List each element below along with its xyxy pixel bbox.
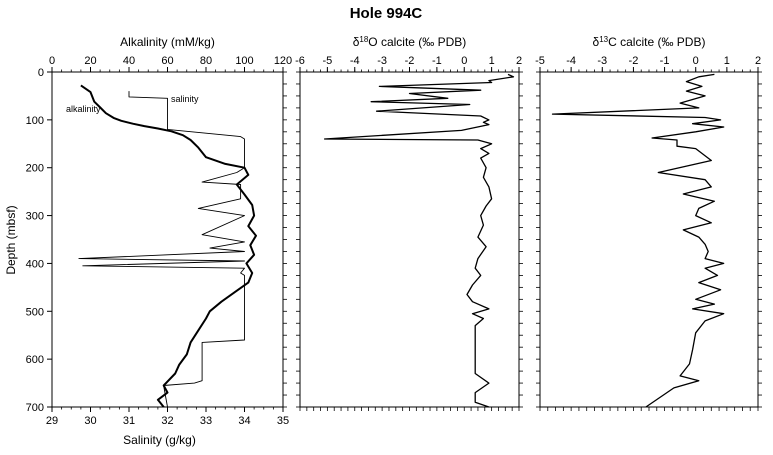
salinity-axis-title: Salinity (g/kg) <box>123 433 196 447</box>
d13c-axis-tick-label: -4 <box>566 55 576 67</box>
d18o-axis-tick-label: -2 <box>405 55 415 67</box>
alkalinity-axis-tick-label: 60 <box>161 55 173 67</box>
depth-axis-tick-label: 700 <box>26 402 44 414</box>
d18o-axis-tick-label: 2 <box>516 55 522 67</box>
salinity-axis-tick-label: 29 <box>46 415 58 427</box>
d13c-right-minor <box>758 71 762 408</box>
d13c-axis-ticks: -5 -4 -3 -2 -1 0 1 2 <box>535 55 761 72</box>
alkalinity-axis-tick-label: 80 <box>200 55 212 67</box>
d18o-axis-title: δ18O calcite (‰ PDB) <box>353 35 467 50</box>
alkalinity-annotation: alkalinity <box>66 104 101 114</box>
depth-axis-title: Depth (mbsf) <box>4 205 18 274</box>
depth-axis-tick-label: 600 <box>26 354 44 366</box>
alkalinity-axis-tick-label: 100 <box>235 55 253 67</box>
d18o-axis-tick-label: -1 <box>432 55 442 67</box>
d13c-frame <box>539 71 759 408</box>
alkalinity-axis-ticks: 0 20 40 60 80 100 120 <box>49 55 292 72</box>
depth-axis-tick-label: 400 <box>26 258 44 270</box>
salinity-line <box>78 91 245 408</box>
depth-axis-ticks: 0 100 200 300 400 500 600 700 <box>26 67 52 414</box>
alkalinity-axis-tick-label: 120 <box>274 55 292 67</box>
d13c-axis-tick-label: 2 <box>755 55 761 67</box>
d18o-axis-tick-label: 0 <box>461 55 467 67</box>
alkalinity-axis-tick-label: 20 <box>84 55 96 67</box>
salinity-axis-tick-label: 35 <box>277 415 289 427</box>
salinity-annotation: salinity <box>171 94 199 104</box>
d13c-axis-title: δ13C calcite (‰ PDB) <box>593 35 706 50</box>
d18o-axis-tick-label: -5 <box>322 55 332 67</box>
d18o-axis-tick-label: 1 <box>489 55 495 67</box>
d13c-bottom-minor <box>539 407 759 411</box>
d13c-axis-tick-label: -1 <box>660 55 670 67</box>
alkalinity-axis-title: Alkalinity (mM/kg) <box>120 35 215 49</box>
d13c-axis-tick-label: -5 <box>535 55 545 67</box>
salinity-axis-tick-label: 33 <box>200 415 212 427</box>
depth-axis-tick-label: 0 <box>38 67 44 79</box>
salinity-axis-ticks: 29 30 31 32 33 34 35 <box>46 407 289 427</box>
depth-axis-tick-label: 100 <box>26 115 44 127</box>
d13c-axis-tick-label: 1 <box>724 55 730 67</box>
d13c-line <box>551 73 725 408</box>
d18o-axis-tick-label: -6 <box>295 55 305 67</box>
depth-axis-tick-label: 300 <box>26 211 44 223</box>
salinity-axis-tick-label: 34 <box>238 415 250 427</box>
d18o-axis-ticks: -6 -5 -4 -3 -2 -1 0 1 2 <box>295 55 522 72</box>
d18o-axis-tick-label: -3 <box>377 55 387 67</box>
d13c-axis-tick-label: 0 <box>693 55 699 67</box>
alkalinity-axis-tick-label: 40 <box>123 55 135 67</box>
d13c-axis-tick-label: -3 <box>597 55 607 67</box>
d18o-axis-tick-label: -4 <box>350 55 360 67</box>
d18o-right-minor <box>519 71 523 408</box>
d18o-left-minor <box>296 71 300 408</box>
depth-axis-tick-label: 500 <box>26 306 44 318</box>
depth-axis-tick-label: 200 <box>26 163 44 175</box>
alkalinity-axis-tick-label: 0 <box>49 55 55 67</box>
d18o-line <box>323 73 515 408</box>
figure-title: Hole 994C <box>350 5 423 22</box>
salinity-axis-tick-label: 30 <box>84 415 96 427</box>
salinity-axis-tick-label: 32 <box>161 415 173 427</box>
alkalinity-right-minor <box>283 71 287 408</box>
d13c-left-minor <box>536 71 540 408</box>
alkalinity-line <box>80 84 257 408</box>
d13c-axis-tick-label: -2 <box>629 55 639 67</box>
salinity-axis-tick-label: 31 <box>123 415 135 427</box>
d18o-frame <box>299 71 520 408</box>
d18o-bottom-minor <box>299 407 520 411</box>
